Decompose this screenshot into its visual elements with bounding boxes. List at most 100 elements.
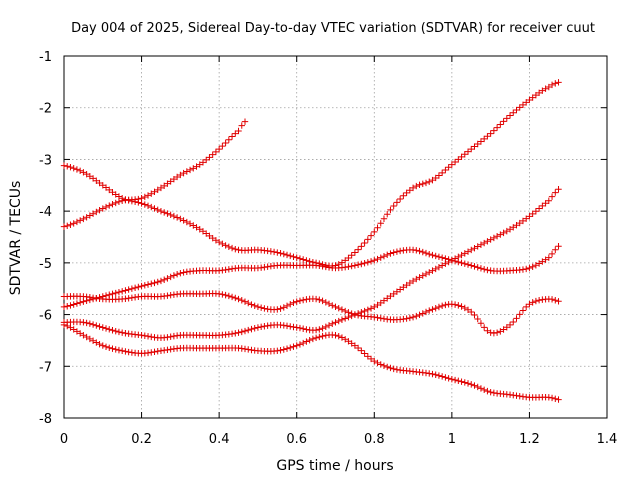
data-point [173, 271, 181, 278]
data-point [526, 213, 533, 220]
data-point [387, 206, 394, 214]
data-point [535, 260, 543, 267]
data-point [406, 187, 414, 194]
data-point [354, 261, 362, 268]
data-point [435, 303, 443, 311]
data-point [106, 202, 113, 209]
y-tick-label: -4 [39, 205, 52, 220]
data-point [83, 319, 90, 327]
data-point [254, 303, 262, 311]
data-point [325, 300, 333, 308]
data-point [390, 249, 397, 256]
data-point [122, 287, 129, 294]
data-point [522, 215, 530, 222]
data-point [109, 290, 116, 298]
data-point [435, 172, 443, 179]
data-point [183, 218, 191, 226]
y-axis-tick-labels: -8 -7 -6 -5 -4 -3 -2 -1 [39, 50, 52, 427]
data-point [225, 292, 233, 300]
data-point [451, 158, 459, 166]
data-point [209, 151, 216, 158]
data-point [106, 186, 113, 194]
data-point [532, 208, 540, 215]
data-point [173, 173, 181, 181]
chart-title: Day 004 of 2025, Sidereal Day-to-day VTE… [71, 21, 595, 36]
data-point [167, 211, 174, 219]
data-point [248, 325, 255, 333]
data-point [429, 370, 436, 378]
y-tick-label: -5 [39, 257, 52, 272]
data-point [474, 243, 481, 250]
data-point [322, 263, 330, 271]
data-point [542, 200, 549, 207]
data-point [526, 301, 533, 308]
data-point [400, 284, 407, 291]
data-point [238, 122, 245, 129]
data-point [413, 312, 420, 320]
data-point [144, 192, 152, 199]
data-point [545, 394, 553, 401]
data-point [170, 332, 178, 340]
data-point [384, 295, 391, 302]
data-point [148, 280, 155, 287]
data-point [461, 260, 468, 267]
data-point [416, 181, 423, 189]
data-point [280, 250, 287, 258]
data-point [144, 202, 152, 209]
data-point [513, 222, 520, 229]
data-point [519, 101, 527, 109]
data-point [296, 324, 304, 332]
data-point [503, 227, 511, 235]
data-point [167, 178, 174, 185]
data-point [241, 298, 249, 305]
data-point [115, 193, 123, 200]
data-point [480, 239, 488, 247]
data-point [500, 229, 507, 237]
data-point [371, 228, 378, 236]
data-point [438, 262, 446, 269]
data-point [160, 182, 168, 190]
data-point [403, 281, 410, 289]
data-point [341, 315, 349, 322]
data-point [319, 325, 326, 332]
data-point [138, 200, 145, 207]
data-point [429, 251, 436, 259]
data-point [358, 243, 365, 250]
data-point [471, 382, 478, 389]
data-point [480, 135, 488, 143]
data-point [241, 345, 249, 353]
data-point [371, 357, 378, 365]
data-point [99, 324, 106, 331]
data-point [409, 277, 417, 285]
data-point [83, 214, 90, 221]
data-point [316, 333, 323, 341]
data-point [458, 153, 465, 161]
data-point [274, 347, 281, 354]
data-point [80, 319, 87, 326]
data-point [493, 233, 501, 240]
data-point [115, 346, 123, 354]
data-point [290, 343, 297, 350]
data-point [506, 226, 514, 233]
x-axis-tick-labels: 0 0.2 0.4 0.6 0.8 1 1.2 1.4 [60, 432, 617, 447]
data-point [335, 304, 342, 312]
data-point [144, 333, 152, 340]
data-point [354, 246, 362, 253]
data-point [529, 210, 536, 218]
data-point [109, 189, 116, 196]
data-point [548, 394, 556, 402]
data-point [106, 344, 113, 352]
data-point [219, 240, 226, 248]
data-point [225, 243, 233, 251]
data-point [393, 199, 401, 206]
y-tick-label: -1 [39, 50, 52, 65]
data-point [442, 260, 449, 267]
data-point [64, 222, 71, 230]
data-point [170, 175, 178, 183]
data-point [277, 250, 284, 257]
data-point [293, 342, 300, 349]
data-point [361, 307, 368, 315]
data-point [413, 182, 420, 190]
data-point [552, 189, 559, 196]
data-point [154, 206, 161, 214]
